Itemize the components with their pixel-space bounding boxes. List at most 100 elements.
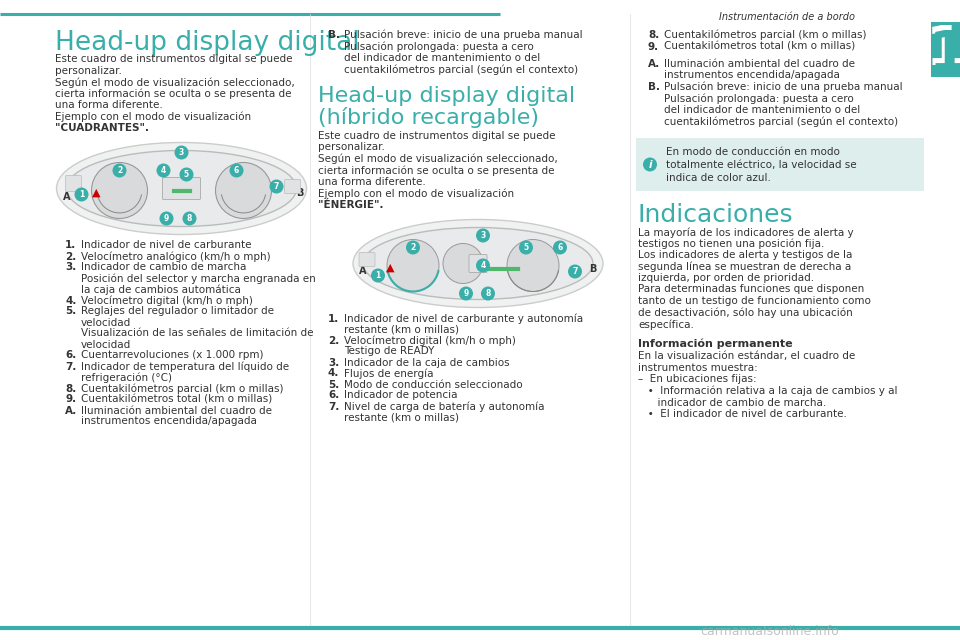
Text: Indicador de cambio de marcha: Indicador de cambio de marcha (81, 262, 247, 273)
Text: B: B (296, 188, 303, 198)
Text: 7: 7 (572, 267, 578, 276)
Circle shape (459, 287, 473, 301)
Circle shape (553, 241, 567, 255)
Text: cuentakilómetros parcial (según el contexto): cuentakilómetros parcial (según el conte… (344, 65, 578, 75)
Text: ▲: ▲ (92, 188, 101, 198)
Text: A.: A. (648, 59, 660, 69)
Text: Pulsación prolongada: puesta a cero: Pulsación prolongada: puesta a cero (344, 42, 534, 52)
Text: cierta información se oculta o se presenta de: cierta información se oculta o se presen… (318, 166, 555, 176)
Text: personalizar.: personalizar. (55, 65, 122, 76)
Text: 1: 1 (925, 23, 960, 77)
Text: 2.: 2. (328, 335, 339, 346)
Text: Indicador de la caja de cambios: Indicador de la caja de cambios (344, 358, 510, 367)
Text: 2: 2 (117, 166, 122, 175)
Circle shape (270, 179, 283, 193)
Text: 4.: 4. (65, 296, 77, 305)
Text: Según el modo de visualización seleccionado,: Según el modo de visualización seleccion… (318, 154, 558, 164)
Ellipse shape (353, 220, 603, 307)
Text: 1.: 1. (328, 314, 339, 323)
Circle shape (180, 168, 194, 182)
Ellipse shape (66, 150, 297, 227)
Text: Flujos de energía: Flujos de energía (344, 369, 434, 379)
Text: carmanuaIsonline.info: carmanuaIsonline.info (700, 625, 839, 638)
Text: Este cuadro de instrumentos digital se puede: Este cuadro de instrumentos digital se p… (55, 54, 293, 64)
Text: específica.: específica. (638, 319, 694, 330)
Text: Head-up display digital: Head-up display digital (55, 30, 360, 56)
Text: Pulsación breve: inicio de una prueba manual: Pulsación breve: inicio de una prueba ma… (664, 82, 902, 93)
Text: Visualización de las señales de limitación de: Visualización de las señales de limitaci… (81, 328, 314, 339)
Text: 6: 6 (558, 243, 563, 252)
Text: Los indicadores de alerta y testigos de la: Los indicadores de alerta y testigos de … (638, 250, 852, 260)
Text: 6.: 6. (328, 390, 339, 401)
Text: 4: 4 (161, 166, 166, 175)
Text: velocidad: velocidad (81, 317, 132, 328)
Text: A: A (62, 191, 70, 202)
Text: ▲: ▲ (386, 262, 395, 273)
Circle shape (182, 211, 197, 225)
Text: 9.: 9. (648, 42, 660, 51)
Circle shape (75, 188, 88, 202)
Circle shape (481, 287, 495, 301)
Text: cuentakilómetros parcial (según el contexto): cuentakilómetros parcial (según el conte… (664, 116, 899, 127)
Circle shape (406, 241, 420, 255)
Circle shape (568, 264, 582, 278)
Text: "CUADRANTES".: "CUADRANTES". (55, 123, 149, 133)
Text: Nivel de carga de batería y autonomía: Nivel de carga de batería y autonomía (344, 401, 544, 412)
Text: 5: 5 (184, 170, 189, 179)
Text: Velocímetro digital (km/h o mph): Velocímetro digital (km/h o mph) (344, 335, 516, 346)
Text: 4.: 4. (328, 369, 340, 378)
Text: Iluminación ambiental del cuadro de: Iluminación ambiental del cuadro de (81, 406, 272, 415)
Text: 7: 7 (274, 182, 279, 191)
Text: instrumentos muestra:: instrumentos muestra: (638, 363, 757, 373)
Text: Cuentakilómetros parcial (km o millas): Cuentakilómetros parcial (km o millas) (664, 30, 867, 40)
FancyBboxPatch shape (284, 179, 300, 193)
Text: instrumentos encendida/apagada: instrumentos encendida/apagada (664, 70, 840, 81)
Text: Iluminación ambiental del cuadro de: Iluminación ambiental del cuadro de (664, 59, 855, 69)
Text: En la visualización estándar, el cuadro de: En la visualización estándar, el cuadro … (638, 351, 855, 362)
Text: Cuentakilómetros total (km o millas): Cuentakilómetros total (km o millas) (664, 42, 855, 51)
Text: La mayoría de los indicadores de alerta y: La mayoría de los indicadores de alerta … (638, 227, 853, 237)
FancyBboxPatch shape (469, 255, 487, 273)
Text: Velocímetro digital (km/h o mph): Velocímetro digital (km/h o mph) (81, 296, 252, 306)
Text: Indicador de temperatura del líquido de: Indicador de temperatura del líquido de (81, 362, 289, 372)
Text: B.: B. (648, 82, 660, 92)
Text: izquierda, por orden de prioridad.: izquierda, por orden de prioridad. (638, 273, 814, 283)
Text: Posición del selector y marcha engranada en: Posición del selector y marcha engranada… (81, 273, 316, 284)
Text: Ejemplo con el modo de visualización: Ejemplo con el modo de visualización (318, 189, 515, 199)
Text: Head-up display digital: Head-up display digital (318, 86, 575, 106)
Text: restante (km o millas): restante (km o millas) (344, 324, 459, 335)
FancyBboxPatch shape (636, 138, 924, 191)
FancyBboxPatch shape (931, 22, 960, 77)
Text: del indicador de mantenimiento o del: del indicador de mantenimiento o del (664, 105, 860, 115)
Text: segunda línea se muestran de derecha a: segunda línea se muestran de derecha a (638, 262, 852, 272)
Text: Indicador de nivel de carburante: Indicador de nivel de carburante (81, 241, 252, 250)
Circle shape (156, 163, 171, 177)
Text: –  En ubicaciones fijas:: – En ubicaciones fijas: (638, 374, 756, 385)
Text: 6.: 6. (65, 351, 76, 360)
Text: 6: 6 (234, 166, 239, 175)
Text: del indicador de mantenimiento o del: del indicador de mantenimiento o del (344, 53, 540, 63)
Text: 3.: 3. (65, 262, 76, 273)
Circle shape (112, 163, 127, 177)
Text: Ejemplo con el modo de visualización: Ejemplo con el modo de visualización (55, 111, 252, 122)
Text: Testigo de READY: Testigo de READY (344, 346, 434, 356)
Text: Indicador de nivel de carburante y autonomía: Indicador de nivel de carburante y auton… (344, 314, 583, 324)
Text: de desactivación, sólo hay una ubicación: de desactivación, sólo hay una ubicación (638, 307, 852, 318)
Circle shape (443, 243, 483, 284)
Text: 4: 4 (480, 261, 486, 270)
Text: 9: 9 (164, 214, 169, 223)
Text: personalizar.: personalizar. (318, 143, 385, 152)
Circle shape (519, 241, 533, 255)
Text: 1: 1 (375, 271, 380, 280)
Text: Pulsación breve: inicio de una prueba manual: Pulsación breve: inicio de una prueba ma… (344, 30, 583, 40)
Text: 2.: 2. (65, 252, 76, 262)
Text: 1: 1 (928, 28, 960, 82)
Text: velocidad: velocidad (81, 339, 132, 349)
Text: Este cuadro de instrumentos digital se puede: Este cuadro de instrumentos digital se p… (318, 131, 556, 141)
Text: Pulsación prolongada: puesta a cero: Pulsación prolongada: puesta a cero (664, 93, 853, 104)
Text: Velocímetro analógico (km/h o mph): Velocímetro analógico (km/h o mph) (81, 252, 271, 262)
Text: una forma diferente.: una forma diferente. (55, 100, 163, 110)
Text: testigos no tienen una posición fija.: testigos no tienen una posición fija. (638, 239, 825, 249)
Text: 8: 8 (486, 289, 491, 298)
Circle shape (159, 211, 174, 225)
